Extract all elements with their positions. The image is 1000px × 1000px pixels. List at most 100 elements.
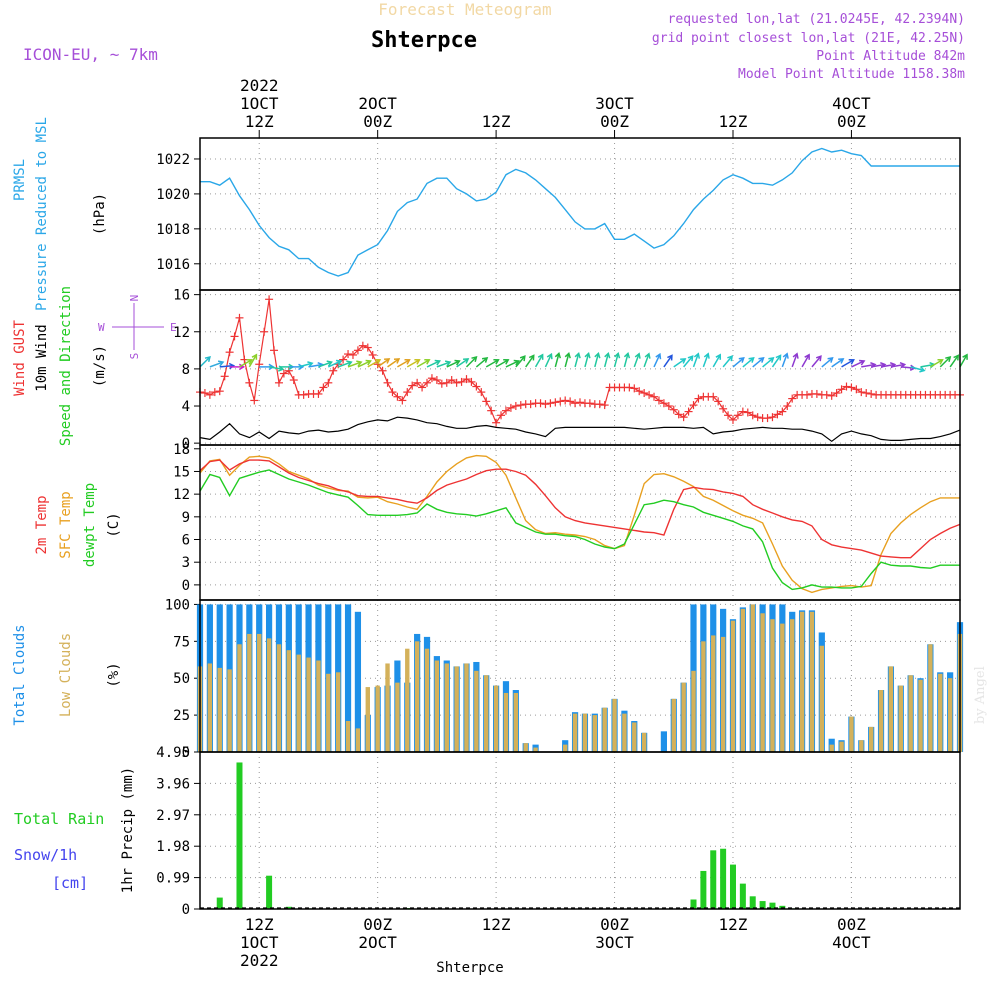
gust-marker <box>812 389 821 398</box>
gust-marker <box>600 401 609 410</box>
wind-arrow-head <box>604 352 611 359</box>
ytick-label: 1018 <box>156 222 190 238</box>
rain-bar <box>700 870 707 909</box>
wind-arrow-head <box>594 352 601 359</box>
low-cloud-bar <box>859 740 864 752</box>
wind-arrow <box>732 356 745 368</box>
low-cloud-bar <box>375 685 380 752</box>
wind-arrow-shaft <box>851 360 865 368</box>
low-cloud-bar <box>414 641 420 752</box>
low-cloud-bar <box>918 679 923 752</box>
ytick-label: 50 <box>173 671 190 687</box>
ytick-label: 18 <box>173 442 190 458</box>
gust-marker <box>279 369 288 378</box>
gust-marker <box>650 392 659 401</box>
precip-unit-label: 1hr Precip (mm) <box>120 767 136 893</box>
low-cloud-bar <box>928 644 933 752</box>
wind-arrow <box>574 352 581 368</box>
top-time-label: 1OCT <box>240 94 279 113</box>
gust-marker <box>339 355 348 364</box>
gust-marker <box>556 397 565 406</box>
wind-arrow-shaft <box>841 359 855 368</box>
panel-frame <box>199 751 961 910</box>
low-cloud-bar <box>632 722 637 752</box>
ytick-label: 3 <box>182 555 190 571</box>
wind-arrow-head <box>945 355 952 362</box>
low-cloud-bar <box>829 744 834 752</box>
gust-marker <box>472 382 481 391</box>
wind-arrow <box>939 355 952 368</box>
wind-arrow-head <box>634 352 641 359</box>
low-cloud-bar <box>790 619 795 752</box>
wind-arrow <box>525 354 535 368</box>
wind-arrow-head <box>919 366 926 373</box>
ytick-label: 9 <box>182 510 190 526</box>
wind-arrow-shaft <box>603 353 610 368</box>
wind-arrow-shaft <box>732 357 745 368</box>
wind-arrow <box>318 360 333 368</box>
low-cloud-bar <box>257 633 262 752</box>
low-cloud-bar <box>908 675 913 752</box>
low-cloud-bar <box>286 650 292 752</box>
low-cloud-bar <box>740 608 746 752</box>
wind-arrow-shaft <box>446 360 460 368</box>
low-cloud-bar <box>711 635 716 752</box>
wind-arrow-head <box>246 359 253 365</box>
wind-line <box>199 416 961 443</box>
wind-arrow-shaft <box>357 360 371 368</box>
wind-arrow <box>781 352 789 368</box>
wind-arrow <box>663 354 673 368</box>
wind-arrow-head <box>335 359 343 366</box>
gust-marker <box>551 398 560 407</box>
wind-arrow-shaft <box>239 359 252 368</box>
gust-marker <box>679 413 688 422</box>
gust-marker <box>585 399 594 408</box>
wind-arrow-head <box>815 355 822 362</box>
gust-marker <box>235 313 244 322</box>
wind-arrow-head <box>546 352 553 360</box>
gust-marker <box>319 383 328 392</box>
low-cloud-bar <box>760 613 765 752</box>
bottom-time-label: 1OCT <box>240 933 279 952</box>
panel-frame <box>199 444 961 601</box>
rain-bar <box>739 883 746 909</box>
gust-marker <box>748 411 757 420</box>
gust-marker <box>783 402 792 411</box>
wind-arrow-head <box>775 354 782 361</box>
wind-arrow-head <box>623 352 631 359</box>
compass-s: S <box>128 353 141 360</box>
compass-n: N <box>128 295 141 302</box>
wind-arrow <box>416 359 431 368</box>
wind-arrow-shaft <box>811 355 822 368</box>
temp2m-line <box>199 459 961 559</box>
snow-legend: Snow/1h <box>14 846 77 864</box>
wind-arrow-head <box>584 351 591 359</box>
gust-marker <box>447 376 456 385</box>
ytick-label: 12 <box>173 325 190 341</box>
low-cloud-bar <box>513 692 519 752</box>
wind-arrow <box>564 352 571 368</box>
wind-arrow-shaft <box>673 358 686 368</box>
wind-arrow-shaft <box>327 360 342 368</box>
panel-4: 0 0.99 1.98 2.97 3.96 4.95 <box>156 745 960 918</box>
gust-marker <box>260 327 269 336</box>
low-cloud-bar <box>385 663 390 752</box>
wind-arrow-shaft <box>939 356 951 368</box>
gust-marker <box>674 410 683 419</box>
gust-marker <box>516 401 525 410</box>
panel-labels: PRMSL Pressure Reduced to MSL (hPa) Wind GU… <box>12 117 177 893</box>
gust-marker <box>842 382 851 391</box>
wind-arrow <box>633 352 641 368</box>
wind-arrow <box>337 360 353 368</box>
wind-arrow-shaft <box>387 358 400 368</box>
wind-arrow-head <box>384 358 391 364</box>
low-cloud-bar <box>444 663 449 752</box>
gust-marker <box>378 366 387 375</box>
wind-arrow <box>692 352 701 368</box>
wind-arrow <box>436 360 452 368</box>
wind-arrow-head <box>519 355 526 362</box>
faint-title: Forecast Meteogram <box>378 0 551 19</box>
bottom-time-label: 3OCT <box>595 933 634 952</box>
top-time-label: 00Z <box>600 112 629 131</box>
bottom-time-label: 12Z <box>482 915 511 934</box>
